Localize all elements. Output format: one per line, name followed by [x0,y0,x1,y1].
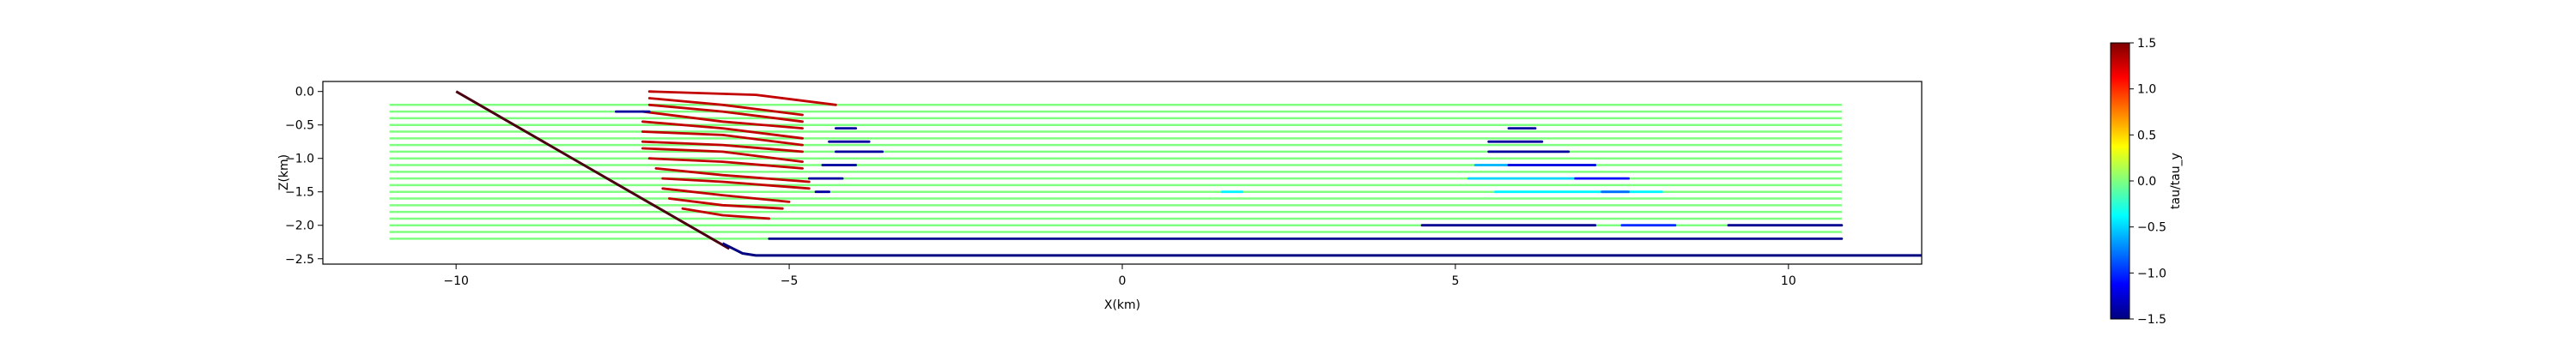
colorbar-label: tau/tau_y [2169,153,2183,209]
x-axis-label: X(km) [1104,298,1140,312]
colorbar: 1.5 1.0 0.5 0.0 −0.5 −1.0 −1.5 tau/tau_y [2110,37,2183,327]
y-tick-label: 0.0 [295,86,314,99]
y-tick-label: −1.0 [285,153,314,166]
stress-segment [681,207,771,220]
stress-segment [641,110,804,130]
x-tick-label: 10 [1781,274,1796,288]
colorbar-tick-label: −1.0 [2137,267,2166,280]
y-axis-label: Z(km) [277,154,291,190]
colorbar-tick-label: −1.5 [2137,313,2166,327]
stress-segment [668,197,784,210]
x-tick-label: −10 [443,274,469,288]
stress-segment [641,130,804,147]
x-tick-label: −5 [781,274,799,288]
basal-boundary-line [721,242,1922,257]
stress-segment [661,177,811,190]
y-tick-label: −2.5 [285,253,314,267]
stress-segment [641,120,804,140]
colorbar-tick-label: 0.5 [2137,129,2156,142]
y-tick-label: −0.5 [285,119,314,133]
colorbar-tick-label: −0.5 [2137,221,2166,235]
x-tick-label: 0 [1119,274,1127,288]
y-tick-label: −1.5 [285,186,314,200]
stress-segment [641,147,804,164]
colorbar-tick-label: 1.5 [2137,37,2156,51]
y-tick-label: −2.0 [285,220,314,233]
stress-segment [641,140,804,153]
colorbar-gradient [2110,42,2130,320]
colorbar-tick-label: 0.0 [2137,175,2156,189]
stress-segment [647,97,804,117]
x-tick-label: 5 [1451,274,1459,288]
stress-segment [647,90,837,106]
colorbar-tick-label: 1.0 [2137,83,2156,97]
stress-segment [647,157,804,170]
plot-area [322,81,1923,265]
fault-line [455,90,731,250]
stress-segment [647,103,804,123]
stress-segment [661,187,791,203]
stress-segment [654,166,811,184]
